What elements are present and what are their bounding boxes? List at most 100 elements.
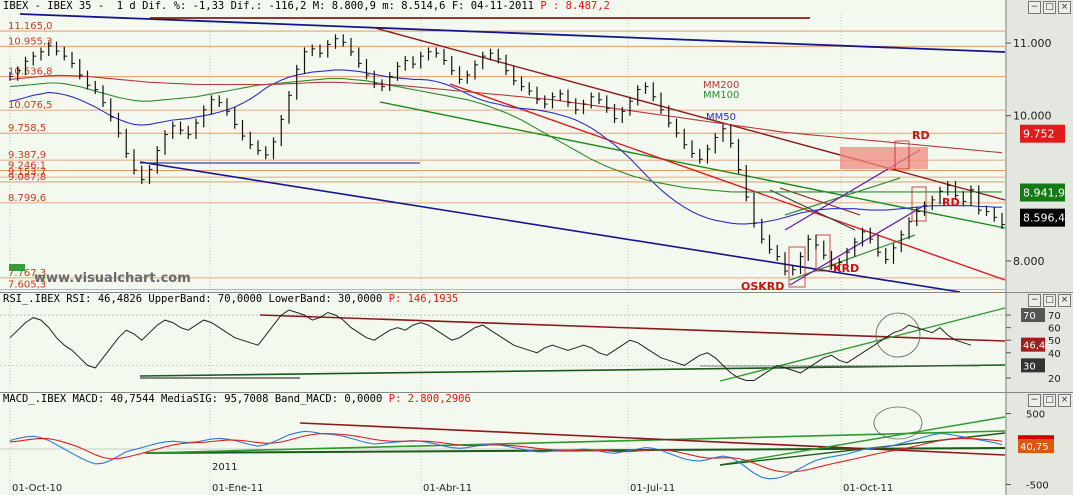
price-bar [9, 72, 13, 81]
price-bar [257, 140, 261, 155]
price-tag-label: 70 [1023, 311, 1036, 322]
rsi-line [9, 309, 972, 381]
price-bar [621, 106, 626, 123]
level-label: 9.246,1 [8, 160, 46, 171]
price-bar [846, 247, 850, 267]
level-label: 7.605,3 [8, 280, 46, 291]
y-tick-label: 10.000 [1013, 110, 1052, 123]
price-bar [226, 98, 230, 116]
rsi-minimize-button[interactable]: − [1028, 294, 1041, 307]
main-panel-title: IBEX - IBEX 35 - 1 d Dif. %: -1,33 Dif.:… [3, 0, 610, 12]
close-button[interactable]: × [1058, 1, 1071, 14]
ma-label: MM200 [703, 80, 739, 91]
rsi-panel: 70 60 50 40 20 70 46,48 30 RSI_.IBEX RSI: 46,48… [0, 293, 1073, 393]
price-bar [327, 40, 331, 58]
trendline [19, 13, 1006, 53]
rsi-maximize-button[interactable]: □ [1043, 294, 1056, 307]
x-tick-label: 01-Oct-10 [12, 483, 62, 494]
rsi-close-button[interactable]: × [1058, 294, 1071, 307]
price-bar [714, 133, 719, 154]
minimize-button[interactable]: − [1028, 1, 1041, 14]
price-tag [1020, 124, 1065, 143]
price-bar [458, 66, 463, 84]
price-tag-label: 30 [1023, 361, 1036, 372]
rsi-trendline [259, 314, 1006, 342]
macd-close-button[interactable]: × [1058, 394, 1071, 407]
price-bar [241, 120, 246, 141]
price-bar [489, 48, 494, 61]
price-tag-label: 9.752 [1023, 128, 1055, 141]
price-bar [629, 96, 633, 116]
price-bar [412, 56, 416, 69]
price-bar [71, 51, 75, 68]
price-bar [86, 70, 91, 90]
price-bar [985, 205, 990, 216]
x-tick-label: 01-Abr-11 [423, 483, 472, 494]
price-bar [79, 59, 83, 80]
price-bar [474, 60, 478, 80]
price-bar [420, 51, 424, 69]
price-bar [280, 114, 285, 147]
price-bar [590, 92, 595, 109]
price-chart[interactable]: 11.165,0 10.955,3 10.536,8 10.076,5 9.758,5 9… [0, 0, 1073, 292]
price-bar [179, 121, 184, 135]
rsi-title-text: RSI_.IBEX RSI: 46,4826 UpperBand: 70,000… [3, 293, 383, 305]
maximize-button[interactable]: □ [1043, 1, 1056, 14]
pattern-box [788, 246, 806, 288]
price-bar [923, 201, 928, 216]
level-label: 9.758,5 [8, 123, 46, 134]
price-bar [823, 240, 827, 260]
price-bar [536, 86, 540, 105]
price-tag [1018, 439, 1054, 454]
macd-line-macd [9, 430, 1003, 480]
price-bar [334, 34, 339, 49]
price-bar [916, 207, 920, 227]
y-tick-label: 20 [1048, 374, 1061, 385]
price-bar [792, 265, 796, 276]
price-bar [885, 247, 889, 264]
macd-window-buttons: − □ × [1028, 394, 1071, 407]
year-label: 2011 [212, 462, 237, 473]
price-bar [350, 37, 354, 57]
price-bar [730, 124, 734, 148]
price-bar [575, 98, 579, 115]
macd-minimize-button[interactable]: − [1028, 394, 1041, 407]
price-tag-label: 8.596,4 [1023, 212, 1065, 225]
pattern-annotation: OSKRD [741, 280, 784, 292]
level-label: 9.087,8 [8, 172, 46, 183]
watermark: www.visualchart.com [34, 271, 191, 286]
price-bar [148, 165, 153, 184]
ma-line-mm100 [9, 78, 1002, 193]
price-bar [799, 252, 804, 275]
price-bar [753, 192, 757, 228]
price-bar [55, 41, 60, 56]
price-bar [373, 70, 378, 89]
price-tag [1020, 183, 1065, 202]
level-label: 7.767,3 [8, 268, 46, 279]
price-bar [637, 85, 641, 106]
y-tick-label: 60 [1048, 324, 1061, 335]
price-bar [319, 44, 323, 58]
trendline [789, 204, 926, 286]
plot-background [0, 293, 1005, 392]
level-label: 10.536,8 [8, 67, 53, 78]
rsi-trendline [139, 364, 1006, 377]
price-bar [218, 95, 223, 107]
price-tag-label: 40,75 [1020, 442, 1049, 453]
price-tag-label: 46,48 [1023, 341, 1052, 352]
price-bar [427, 47, 432, 61]
price-bar [970, 185, 974, 206]
price-bar [125, 128, 130, 158]
price-bar [691, 140, 695, 158]
price-bar [830, 250, 835, 270]
pattern-annotation: RD [912, 129, 930, 142]
macd-title-text: MACD_.IBEX MACD: 40,7544 MediaSIG: 95,70… [3, 393, 383, 405]
macd-maximize-button[interactable]: □ [1043, 394, 1056, 407]
pattern-box [894, 140, 910, 170]
macd-chart[interactable]: 500-50095,740,7501-Oct-1001-Ene-1101-Abr… [0, 393, 1073, 495]
x-tick-label: 01-Jul-11 [630, 483, 675, 494]
price-bar [939, 186, 943, 205]
price-bar [505, 54, 509, 76]
